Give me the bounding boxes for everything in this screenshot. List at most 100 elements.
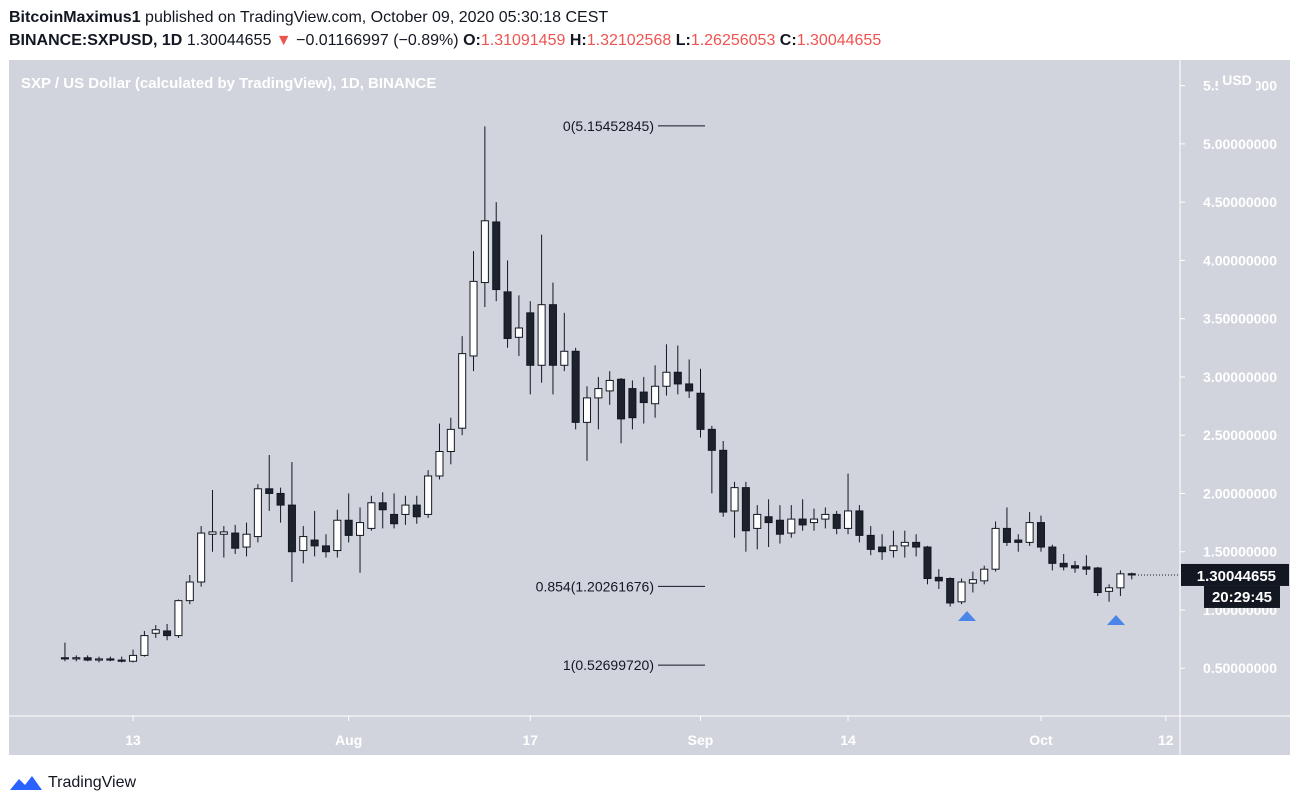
candle-body bbox=[197, 532, 206, 583]
candle-body bbox=[117, 659, 126, 662]
candle-body bbox=[912, 541, 921, 548]
candle-body bbox=[1048, 546, 1057, 564]
low-value: 1.26256053 bbox=[690, 32, 776, 49]
candle-body bbox=[1127, 573, 1136, 576]
candle-body bbox=[1105, 587, 1114, 592]
candle-body bbox=[900, 541, 909, 547]
published: published on TradingView.com, October 09… bbox=[145, 9, 609, 26]
price-badge-label: 1.30044655 bbox=[1197, 568, 1276, 585]
quote-line: BINANCE:SXPUSD, 1D 1.30044655 ▼ −0.01166… bbox=[9, 29, 881, 52]
candle-body bbox=[548, 304, 557, 366]
candle-body bbox=[469, 280, 478, 357]
x-tick-label: 17 bbox=[522, 732, 538, 748]
symbol: BINANCE:SXPUSD, 1D bbox=[9, 32, 183, 49]
candle-body bbox=[741, 487, 750, 532]
candle-body bbox=[594, 388, 603, 399]
candle-body bbox=[265, 488, 274, 494]
candle-body bbox=[401, 504, 410, 515]
candle-body bbox=[991, 527, 1000, 570]
candle-body bbox=[696, 392, 705, 430]
currency: USD bbox=[1222, 72, 1252, 88]
change-pct: (−0.89%) bbox=[393, 32, 459, 49]
fib-label: 0(5.15452845) bbox=[563, 118, 654, 134]
candle-body bbox=[719, 449, 728, 513]
y-tick-label: 0.50000000 bbox=[1203, 660, 1277, 676]
countdown-badge bbox=[1204, 585, 1280, 608]
h-label: H: bbox=[569, 32, 587, 49]
candle-body bbox=[140, 635, 149, 656]
candle-body bbox=[106, 658, 115, 661]
candle-body bbox=[390, 513, 399, 525]
candle-body bbox=[435, 451, 444, 477]
brand: TradingView bbox=[48, 774, 136, 791]
candle-body bbox=[83, 657, 92, 661]
currency-box bbox=[1218, 69, 1256, 91]
y-tick-label: 2.50000000 bbox=[1203, 427, 1277, 443]
candle-body bbox=[775, 519, 784, 535]
chart-title: SXP / US Dollar (calculated by TradingVi… bbox=[21, 75, 436, 92]
candle-body bbox=[310, 539, 319, 547]
candle-body bbox=[299, 536, 308, 552]
price-badge bbox=[1181, 563, 1289, 586]
ticks: 0.500000001.000000001.500000002.00000000… bbox=[125, 78, 1277, 748]
candle-body bbox=[605, 379, 614, 392]
l-label: L: bbox=[675, 32, 691, 49]
candle-body bbox=[242, 533, 251, 548]
fib-label: 1(0.52699720) bbox=[563, 657, 654, 673]
candle-body bbox=[526, 312, 535, 366]
candle-body bbox=[367, 502, 376, 529]
panel bbox=[9, 60, 1290, 755]
candle-body bbox=[458, 353, 467, 429]
x-tick-label: Oct bbox=[1029, 732, 1053, 748]
candle-body bbox=[208, 531, 217, 535]
candle-body bbox=[503, 291, 512, 339]
y-tick-label: 5.00000000 bbox=[1203, 136, 1277, 152]
candle-body bbox=[639, 391, 648, 404]
candle-body bbox=[480, 220, 489, 284]
candle-body bbox=[253, 488, 262, 538]
candle-body bbox=[685, 383, 694, 392]
candle-body bbox=[764, 516, 773, 524]
candle-body bbox=[855, 510, 864, 536]
candle-body bbox=[1071, 565, 1080, 569]
y-tick-label: 3.00000000 bbox=[1203, 369, 1277, 385]
candle-body bbox=[333, 519, 342, 552]
candle-body bbox=[1025, 522, 1034, 543]
candle-body bbox=[129, 654, 138, 662]
candle-body bbox=[968, 579, 977, 584]
candle-body bbox=[582, 397, 592, 423]
close-value: 1.30044655 bbox=[796, 32, 882, 49]
x-tick-label: 14 bbox=[840, 732, 856, 748]
candle-body bbox=[730, 487, 739, 512]
candle-body bbox=[844, 510, 853, 529]
candle-body bbox=[923, 546, 932, 580]
candle-body bbox=[878, 546, 887, 553]
candle-body bbox=[1116, 573, 1125, 589]
candle-body bbox=[662, 371, 671, 387]
candle-body bbox=[832, 513, 841, 529]
candle-body bbox=[957, 581, 966, 603]
candle-body bbox=[753, 513, 762, 529]
candle-body bbox=[344, 519, 353, 536]
candle-body bbox=[560, 350, 569, 366]
y-tick-label: 4.00000000 bbox=[1203, 252, 1277, 268]
candle-body bbox=[889, 545, 898, 552]
candle-body bbox=[798, 518, 807, 526]
candle-body bbox=[1059, 562, 1068, 568]
candle-body bbox=[1036, 522, 1045, 548]
candle-body bbox=[934, 576, 943, 582]
candle-body bbox=[378, 502, 387, 511]
candle-body bbox=[287, 504, 296, 553]
candle-body bbox=[537, 304, 546, 366]
candles bbox=[60, 126, 1136, 663]
candle-body bbox=[651, 385, 660, 405]
candle-body bbox=[174, 600, 183, 637]
candle-body bbox=[60, 657, 69, 660]
header: BitcoinMaximus1 published on TradingView… bbox=[9, 6, 881, 52]
candle-body bbox=[231, 532, 240, 549]
candle-body bbox=[1014, 539, 1023, 543]
x-tick-label: 12 bbox=[1158, 732, 1174, 748]
candle-body bbox=[163, 630, 172, 637]
